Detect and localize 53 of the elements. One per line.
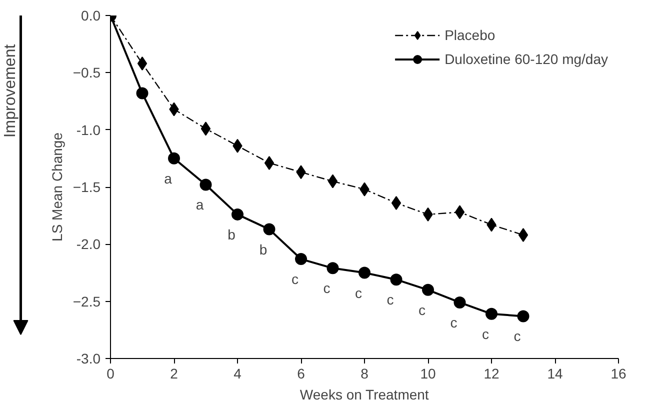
point — [422, 284, 434, 296]
annotation: c — [482, 326, 489, 342]
point — [517, 310, 530, 322]
point — [232, 208, 244, 220]
point — [328, 174, 338, 188]
legend-label: Duloxetine 60-120 mg/day — [444, 51, 608, 67]
point — [326, 262, 339, 274]
x-tick-label: 2 — [170, 366, 178, 382]
point — [454, 296, 466, 308]
point — [391, 196, 402, 210]
point — [518, 228, 528, 242]
point — [200, 178, 212, 191]
x-axis-title: Weeks on Treatment — [300, 386, 429, 402]
y-tick-label: −0.5 — [72, 64, 101, 81]
x-tick-label: 6 — [297, 366, 306, 382]
point — [264, 156, 274, 170]
point — [168, 152, 180, 164]
point — [263, 223, 276, 236]
x-tick-label: 0 — [106, 366, 115, 382]
point — [137, 56, 148, 71]
point — [200, 122, 211, 136]
y-axis-title: LS Mean Change — [48, 132, 65, 242]
y-tick-label: −2.5 — [72, 293, 101, 310]
annotation: c — [418, 302, 426, 318]
text: Improvement — [2, 44, 19, 138]
y-tick-label: -2.0 — [76, 236, 101, 252]
point — [486, 308, 498, 320]
annotation: c — [386, 292, 394, 308]
annotation: b — [259, 241, 268, 258]
annotation: a — [196, 196, 204, 213]
x-tick-label: 14 — [547, 366, 563, 382]
x-tick-label: 12 — [484, 366, 500, 382]
annotation: c — [514, 328, 521, 344]
y-tick-label: −1.5 — [72, 179, 101, 195]
x-tick-label: 4 — [234, 366, 242, 382]
legend-label: Placebo — [444, 27, 496, 43]
annotation: a — [164, 170, 172, 186]
x-tick-label: 8 — [360, 366, 369, 382]
y-tick-label: -3.0 — [76, 350, 101, 366]
annotation: c — [292, 271, 298, 288]
x-tick-label: 16 — [610, 366, 626, 382]
annotation: c — [355, 284, 362, 301]
point — [454, 205, 465, 220]
y-tick-label: -1.0 — [76, 122, 101, 138]
point — [390, 274, 402, 286]
annotation: c — [323, 280, 330, 296]
point — [136, 87, 148, 100]
point — [295, 253, 307, 266]
y-tick-label: 0.0 — [81, 8, 101, 24]
point — [358, 266, 370, 279]
x-tick-label: 10 — [420, 366, 436, 382]
annotation: b — [228, 226, 236, 242]
annotation: c — [450, 314, 458, 330]
